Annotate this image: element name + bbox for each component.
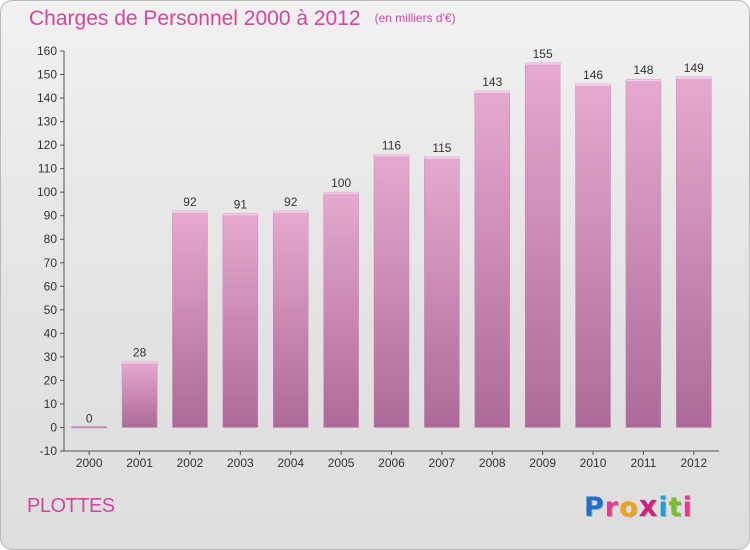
data-label: 91 [234,197,248,211]
y-tick-label: 80 [44,232,58,246]
y-tick-label: 50 [44,303,58,317]
x-tick-label: 2004 [277,456,304,470]
y-tick-label: 40 [44,326,58,340]
y-tick-label: 70 [44,256,58,270]
chart-title-text: Charges de Personnel 2000 à 2012 [29,7,361,30]
bar-highlight [122,361,158,364]
bar [625,78,662,428]
x-tick-label: 2012 [680,456,707,470]
logo-letter: r [604,492,620,523]
bar-highlight [625,79,661,82]
bar [424,156,460,428]
x-tick-label: 2000 [76,456,103,470]
data-label: 148 [633,63,653,77]
bar-highlight [424,156,460,159]
logo-letter: P [584,492,605,523]
x-tick-label: 2003 [227,456,254,470]
logo-letter: x [638,489,659,523]
y-tick-label: 10 [44,397,58,411]
x-tick-label: 2007 [429,456,456,470]
bar [575,83,611,428]
bar-highlight [273,211,309,213]
bar [121,361,158,428]
data-label: 143 [482,75,502,89]
data-label: 116 [382,139,401,153]
y-tick-label: 60 [44,279,58,293]
proxiti-logo: Proxiti [584,489,693,523]
y-tick-label: -10 [40,444,58,458]
x-tick-label: 2008 [479,456,506,470]
bar [373,154,410,428]
data-label: 149 [684,61,704,75]
y-tick-label: 150 [37,68,57,82]
bar [71,426,107,429]
data-label: 0 [86,411,93,425]
chart-axes: -10 0 10 20 30 40 50 60 70 80 90 100 110 120 130 140 150… [37,44,719,470]
bar [222,213,259,428]
x-tick-label: 2001 [126,456,153,470]
logo-letter: t [668,492,683,523]
commune-name: PLOTTES [27,495,115,517]
bar-highlight [323,192,359,195]
data-label: 115 [432,141,451,155]
y-tick-label: 140 [37,91,57,105]
chart-subtitle: (en milliers d'€) [374,11,456,25]
x-tick-label: 2009 [529,456,556,470]
bar-highlight [374,154,409,157]
bar-highlight [676,76,712,79]
logo-letter: i [658,492,669,523]
y-tick-label: 130 [37,115,57,129]
x-tick-label: 2006 [378,456,405,470]
bar-highlight [525,62,561,65]
bar [474,90,511,428]
chart-bars [71,62,712,429]
y-tick-label: 0 [50,420,57,434]
y-tick-label: 110 [38,162,57,176]
bar [172,210,208,428]
y-tick-label: 30 [44,350,58,364]
bar [676,76,712,428]
y-tick-label: 20 [44,373,58,387]
y-tick-label: 90 [44,209,58,223]
logo-letter: i [682,492,693,523]
bar [524,62,561,428]
bar-highlight [222,213,258,216]
y-tick-label: 120 [37,138,57,152]
data-label: 92 [183,195,197,209]
x-tick-label: 2005 [328,456,355,470]
data-label: 146 [583,68,603,82]
y-tick-label: 160 [37,44,57,58]
x-tick-label: 2010 [580,456,607,470]
chart-data-labels: 0 28 92 91 92 100 116 115 143 155 146 148 149 [86,47,704,426]
y-tick-label: 100 [37,185,57,199]
chart-title: Charges de Personnel 2000 à 2012 (en mill… [29,7,456,31]
data-label: 155 [533,47,553,61]
data-label: 92 [284,195,298,209]
bar-highlight [172,211,208,213]
data-label: 28 [133,346,147,360]
bar [272,210,309,428]
data-label: 100 [331,176,351,190]
bar-highlight [474,91,510,93]
x-tick-label: 2002 [177,456,204,470]
bar-highlight [575,83,611,86]
logo-letter: o [619,492,639,523]
bar [323,191,359,428]
x-tick-label: 2011 [631,456,657,470]
